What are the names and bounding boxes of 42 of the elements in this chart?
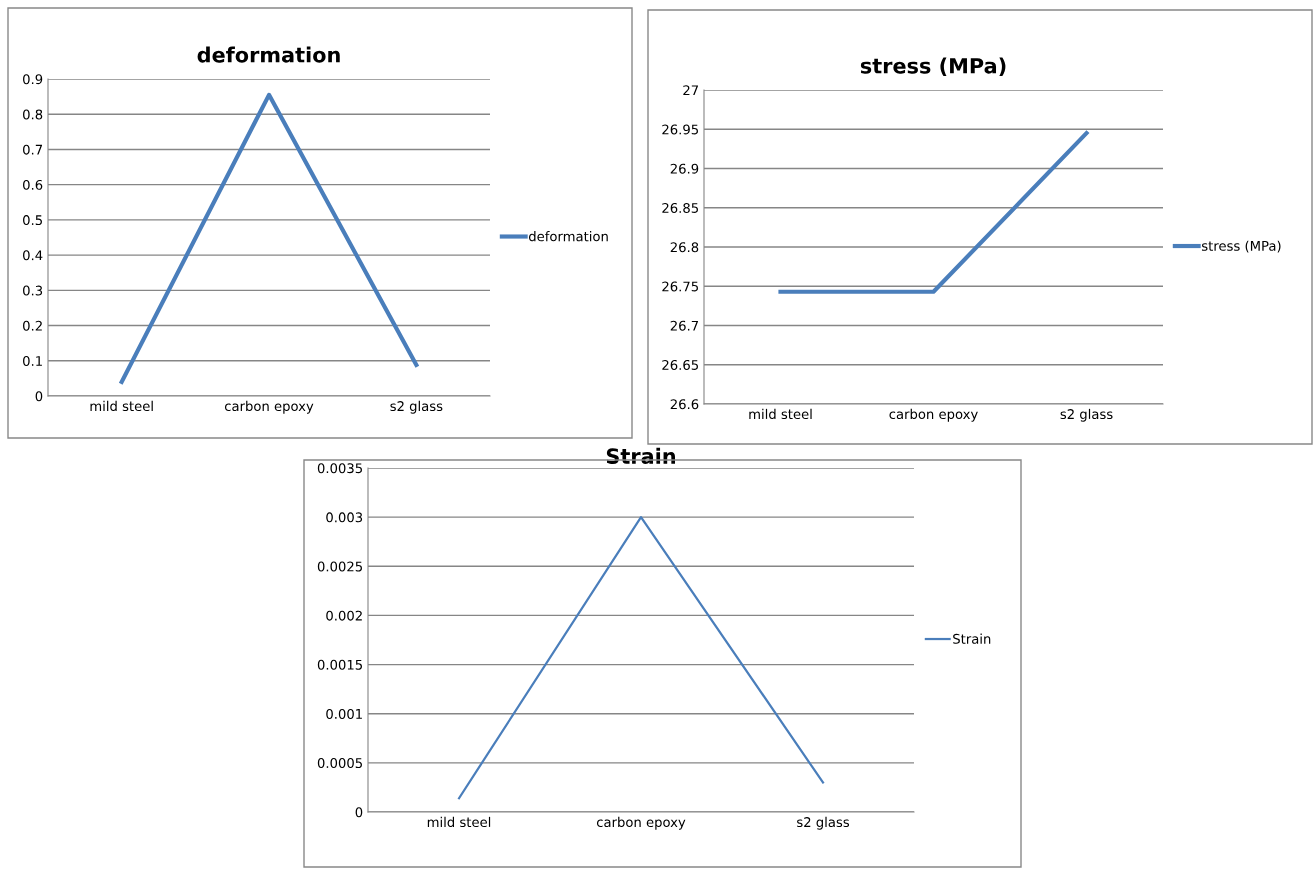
y-tick-label: 0.2	[23, 320, 42, 331]
y-tick-label: 26.6	[670, 399, 699, 410]
chart-title: Strain	[606, 447, 676, 464]
y-tick-label: 0	[355, 807, 363, 818]
legend-label: deformation	[528, 231, 608, 242]
y-tick-label: 26.75	[662, 281, 698, 292]
x-tick-label: carbon epoxy	[889, 408, 978, 422]
y-tick-label: 0.1	[23, 356, 42, 366]
chart-title: stress (MPa)	[860, 57, 1006, 77]
y-tick-label: 0.002	[326, 610, 362, 621]
legend-label: Strain	[953, 633, 991, 644]
y-tick-label: 27	[683, 85, 699, 96]
x-tick-label: carbon epoxy	[224, 400, 314, 414]
y-tick-label: 0.3	[23, 285, 43, 296]
x-tick-label: s2 glass	[390, 400, 443, 414]
x-tick-label: s2 glass	[797, 816, 850, 830]
y-tick-label: 26.8	[670, 242, 699, 253]
y-tick-label: 0.7	[23, 144, 43, 155]
y-tick-label: 0.8	[23, 109, 43, 120]
y-tick-label: 0.0005	[317, 758, 362, 769]
y-tick-label: 0.0035	[317, 463, 362, 474]
y-tick-label: 0.9	[23, 74, 43, 85]
chart-title: deformation	[197, 46, 340, 63]
y-tick-label: 26.85	[662, 202, 698, 213]
y-tick-label: 0.4	[23, 250, 43, 261]
x-tick-label: mild steel	[90, 400, 153, 412]
y-tick-label: 0.003	[326, 512, 363, 523]
y-tick-label: 0.6	[23, 179, 43, 190]
y-tick-label: 0.0025	[317, 561, 362, 572]
x-tick-label: mild steel	[427, 816, 491, 828]
y-tick-label: 26.65	[662, 359, 698, 370]
y-tick-label: 26.7	[670, 320, 699, 331]
x-tick-label: carbon epoxy	[596, 816, 686, 830]
y-tick-label: 26.9	[670, 163, 699, 174]
x-tick-label: mild steel	[749, 408, 812, 420]
x-tick-label: s2 glass	[1060, 408, 1113, 422]
y-tick-label: 0	[35, 391, 43, 402]
y-tick-label: 0.5	[23, 215, 42, 226]
legend-label: stress (MPa)	[1201, 240, 1281, 253]
y-tick-label: 0.001	[326, 708, 362, 719]
y-tick-label: 0.0015	[317, 659, 362, 670]
y-tick-label: 26.95	[662, 124, 698, 135]
